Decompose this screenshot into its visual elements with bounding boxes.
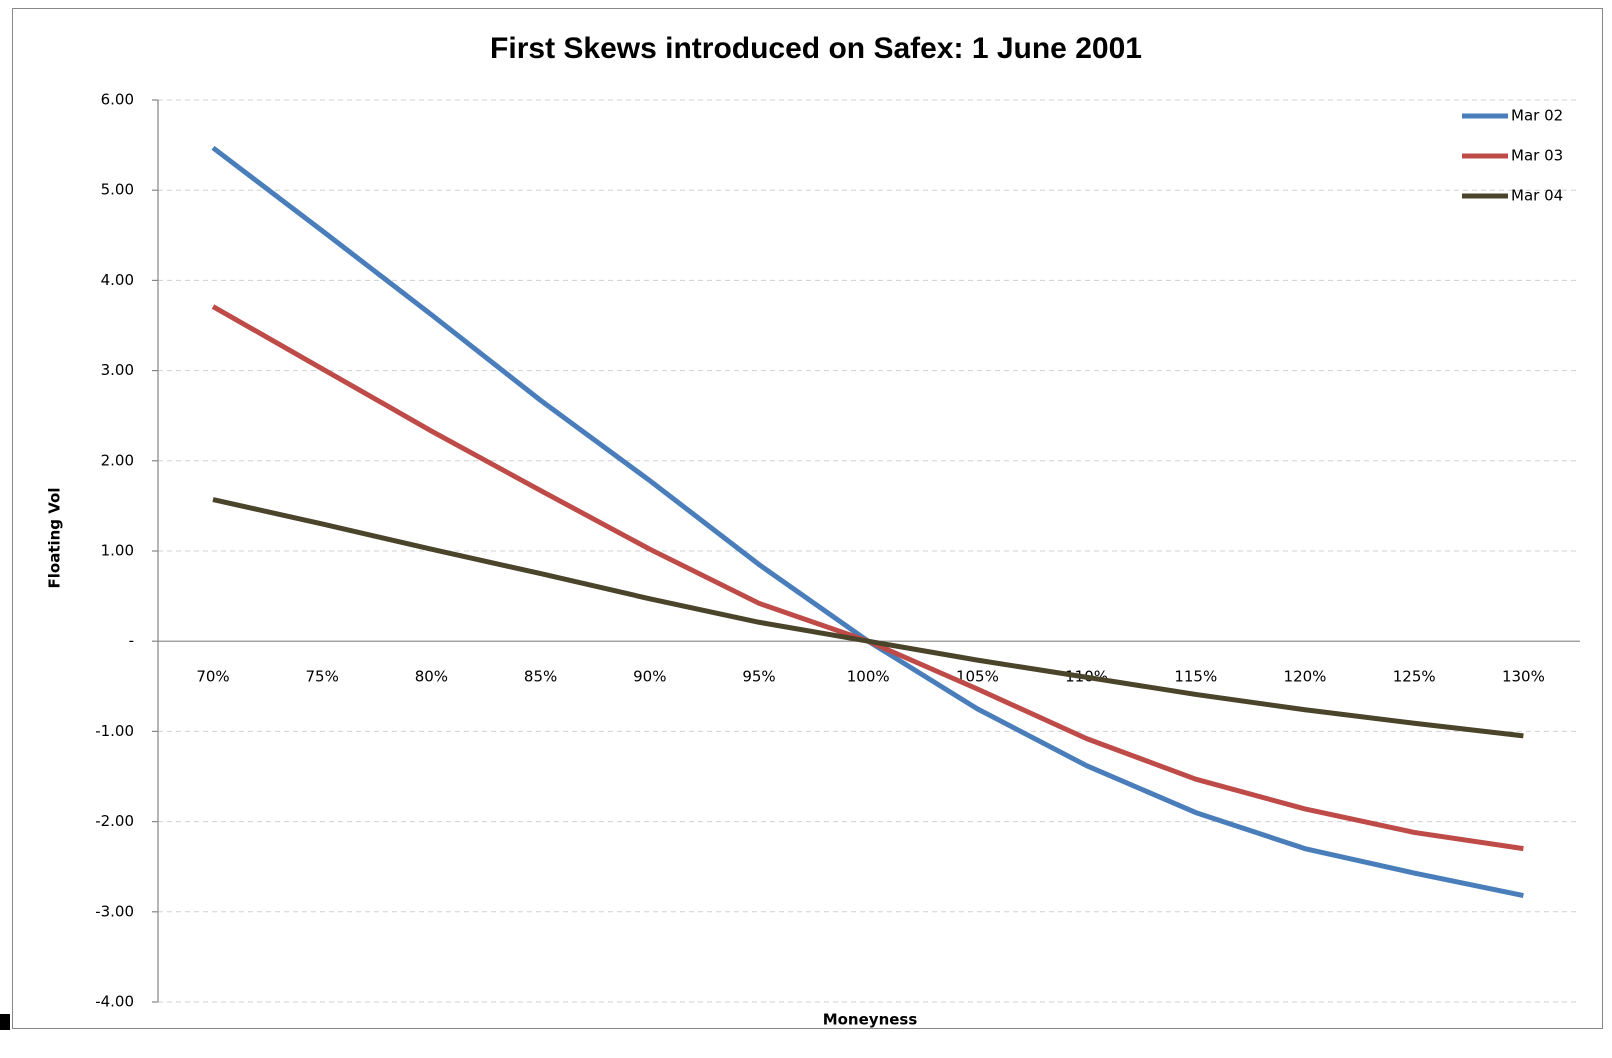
y-tick-label: 3.00 [101, 361, 134, 379]
y-tick-label: 6.00 [101, 91, 134, 109]
y-tick-label: 4.00 [101, 271, 134, 289]
legend-label: Mar 02 [1511, 107, 1563, 125]
legend-label: Mar 04 [1511, 187, 1563, 205]
y-tick-label: -3.00 [95, 902, 134, 920]
x-axis-label: Moneyness [823, 1011, 918, 1029]
chart-border [12, 8, 1603, 1029]
x-tick-label: 100% [847, 668, 890, 686]
x-tick-label: 95% [742, 668, 775, 686]
y-axis-label: Floating Vol [46, 487, 64, 588]
x-tick-label: 70% [196, 668, 229, 686]
x-tick-label: 80% [415, 668, 448, 686]
series-line [212, 497, 1524, 739]
x-tick-label: 120% [1284, 668, 1327, 686]
x-tick-label: 115% [1174, 668, 1217, 686]
x-tick-label: 90% [633, 668, 666, 686]
y-tick-label: -2.00 [95, 812, 134, 830]
legend-label: Mar 03 [1511, 147, 1563, 165]
y-tick-label: 5.00 [101, 181, 134, 199]
corner-marker [0, 1014, 10, 1030]
x-tick-label: 105% [956, 668, 999, 686]
chart-title: First Skews introduced on Safex: 1 June … [490, 32, 1142, 65]
y-tick-label: -4.00 [95, 993, 134, 1011]
y-tick-label: - [129, 632, 134, 650]
y-tick-label: 2.00 [101, 451, 134, 469]
x-tick-label: 75% [306, 668, 339, 686]
x-tick-label: 130% [1502, 668, 1545, 686]
x-tick-label: 85% [524, 668, 557, 686]
y-tick-label: 1.00 [101, 542, 134, 560]
x-tick-label: 125% [1393, 668, 1436, 686]
y-tick-label: -1.00 [95, 722, 134, 740]
